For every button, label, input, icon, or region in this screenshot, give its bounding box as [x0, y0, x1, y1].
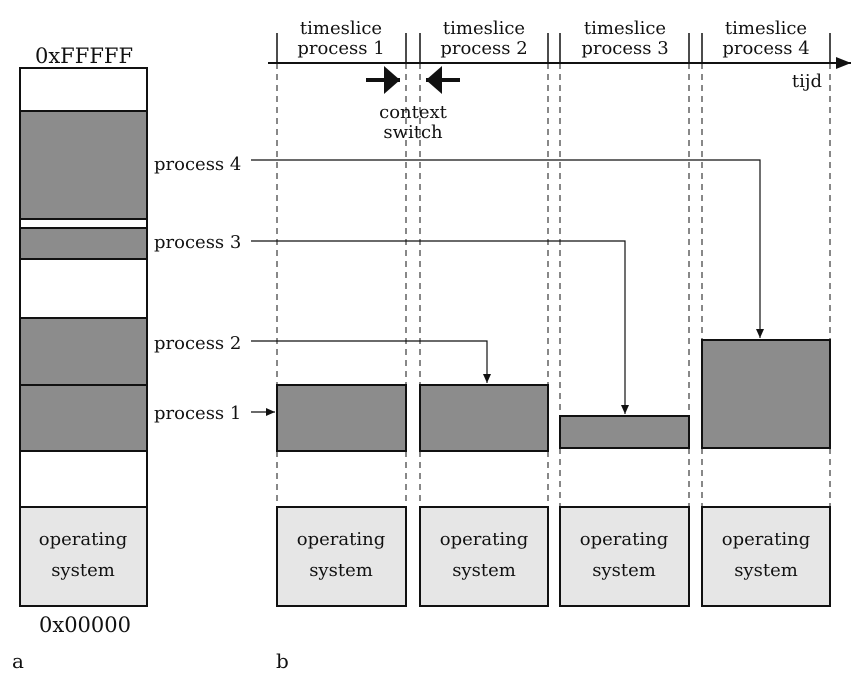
slice-3-os-line2: system — [592, 560, 656, 581]
context-switch: context switch — [366, 66, 460, 143]
process-2-label: process 2 — [154, 333, 241, 354]
process-3-label: process 3 — [154, 232, 241, 253]
slice-1-os-line1: operating — [297, 529, 385, 550]
process-3-arrow — [251, 240, 629, 414]
slice-4-os-box — [701, 506, 831, 607]
slice-4-process-box — [701, 339, 831, 449]
timeslice-2-line2: process 2 — [440, 38, 527, 59]
slice-3-os-box — [559, 506, 690, 607]
context-switch-line2: switch — [383, 122, 443, 143]
timeslice-2-line1: timeslice — [443, 18, 525, 39]
memory-block-process-1 — [19, 384, 148, 452]
memory-block-process-2 — [19, 317, 148, 386]
bottom-address: 0x00000 — [39, 613, 131, 637]
slice-4-os-line1: operating — [722, 529, 810, 550]
memory-block-process-4 — [19, 110, 148, 220]
context-switch-line1: context — [379, 102, 448, 123]
memory-block-process-3 — [19, 227, 148, 260]
process-4-arrow — [251, 159, 764, 338]
slice-1-process-box — [276, 384, 407, 452]
time-axis-label: tijd — [792, 71, 822, 92]
slice-3-os-line1: operating — [580, 529, 668, 550]
memory-os-label-line2: system — [51, 560, 115, 581]
slice-2-process-box — [419, 384, 549, 452]
slice-1-os-line2: system — [309, 560, 373, 581]
memory-free-block — [19, 67, 148, 112]
timeslice-3-line1: timeslice — [584, 18, 666, 39]
process-4-label: process 4 — [154, 154, 241, 175]
timeslice-os-boxes: operating system operating system operat… — [276, 506, 831, 607]
memory-os-label-line1: operating — [39, 529, 127, 550]
panel-label-b: b — [276, 649, 289, 673]
slice-3-process-box — [559, 415, 690, 449]
process-labels: process 4 process 3 process 2 process 1 — [154, 154, 241, 424]
slice-4-os-line2: system — [734, 560, 798, 581]
panel-label-a: a — [12, 649, 24, 673]
timeslice-process-boxes — [276, 339, 831, 452]
slice-1-os-box — [276, 506, 407, 607]
top-address: 0xFFFFF — [35, 44, 133, 68]
timeslice-4-line1: timeslice — [725, 18, 807, 39]
timeslice-1-line2: process 1 — [297, 38, 384, 59]
connector-arrows — [251, 159, 764, 416]
timeslice-3-line2: process 3 — [581, 38, 668, 59]
timeslice-labels: timeslice process 1 timeslice process 2 … — [297, 18, 809, 59]
slice-2-os-line2: system — [452, 560, 516, 581]
timeslice-1-line1: timeslice — [300, 18, 382, 39]
process-2-arrow — [251, 340, 491, 383]
timeslice-4-line2: process 4 — [722, 38, 809, 59]
process-1-label: process 1 — [154, 403, 241, 424]
memory-free-block — [19, 258, 148, 319]
slice-2-os-box — [419, 506, 549, 607]
slice-boundaries — [276, 63, 831, 507]
memory-free-block — [19, 218, 148, 229]
memory-os-block — [19, 506, 148, 607]
slice-2-os-line1: operating — [440, 529, 528, 550]
memory-free-block — [19, 450, 148, 508]
memory-map: 0xFFFFF operating system 0x00000 — [19, 44, 148, 637]
